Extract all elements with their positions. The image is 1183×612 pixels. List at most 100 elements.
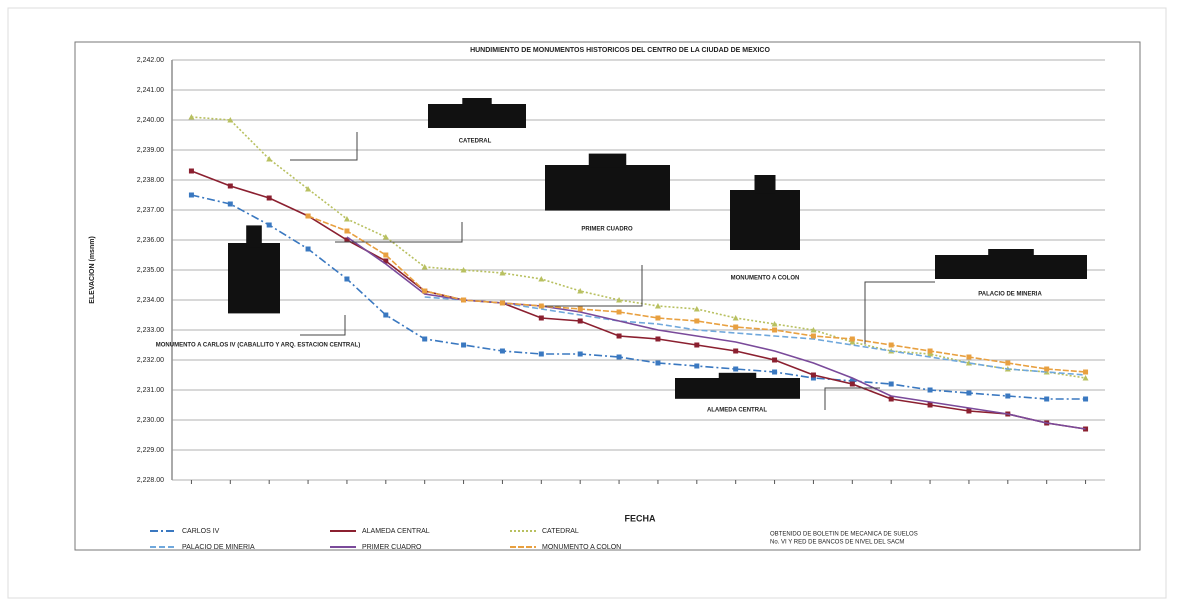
point	[810, 372, 816, 378]
x-axis-label: FECHA	[625, 513, 656, 523]
point	[383, 252, 389, 258]
point	[188, 192, 194, 198]
y-axis-label: ELEVACION (msnm)	[89, 236, 96, 304]
legend-label: CARLOS IV	[182, 528, 220, 535]
point	[655, 336, 661, 342]
point	[305, 246, 311, 252]
point	[966, 408, 972, 414]
point	[538, 351, 544, 357]
point	[538, 276, 545, 282]
point	[966, 354, 972, 360]
landmark-silhouette	[935, 255, 1087, 279]
point	[771, 321, 778, 327]
point	[499, 348, 505, 354]
point	[421, 264, 428, 270]
y-tick-label: 2,240.00	[137, 117, 164, 124]
landmark-silhouette	[462, 98, 492, 106]
point	[616, 297, 623, 303]
point	[1044, 396, 1050, 402]
point	[305, 213, 311, 219]
annotation: PALACIO DE MINERIA	[978, 292, 1042, 298]
point	[888, 381, 894, 387]
point	[344, 276, 350, 282]
point	[227, 183, 233, 189]
y-tick-label: 2,229.00	[137, 447, 164, 454]
point	[499, 300, 505, 306]
point	[694, 318, 700, 324]
point	[810, 375, 816, 381]
landmark-silhouette	[675, 378, 800, 399]
y-tick-label: 2,228.00	[137, 477, 164, 484]
legend-label: MONUMENTO A COLON	[542, 544, 621, 551]
landmark-silhouette	[545, 165, 670, 211]
annotation: MONUMENTO A CARLOS IV (CABALLITO Y ARQ. …	[156, 343, 360, 349]
chart-title: HUNDIMIENTO DE MONUMENTOS HISTORICOS DEL…	[470, 47, 770, 54]
annotation: ALAMEDA CENTRAL	[707, 408, 767, 414]
point	[694, 342, 700, 348]
y-tick-label: 2,238.00	[137, 177, 164, 184]
point	[655, 360, 661, 366]
point	[965, 360, 972, 366]
point	[772, 369, 778, 375]
legend-label: CATEDRAL	[542, 528, 579, 535]
point	[693, 306, 700, 312]
point	[577, 318, 583, 324]
point	[343, 216, 350, 222]
landmark-silhouette	[718, 372, 757, 380]
point	[927, 387, 933, 393]
series-line	[424, 296, 1086, 376]
point	[1005, 393, 1011, 399]
series-line	[191, 170, 1086, 430]
source-note: No. VI Y RED DE BANCOS DE NIVEL DEL SACM	[770, 540, 904, 546]
landmark-silhouette	[588, 153, 627, 168]
point	[732, 315, 739, 321]
point	[849, 381, 855, 387]
point	[422, 336, 428, 342]
point	[382, 234, 389, 240]
point	[188, 114, 195, 120]
point	[654, 303, 661, 309]
y-tick-label: 2,235.00	[137, 267, 164, 274]
callout-line	[824, 387, 880, 410]
landmark-silhouette	[730, 190, 800, 250]
point	[810, 333, 816, 339]
y-tick-label: 2,231.00	[137, 387, 164, 394]
point	[888, 396, 894, 402]
y-tick-label: 2,241.00	[137, 87, 164, 94]
point	[227, 117, 234, 123]
point	[810, 327, 817, 333]
point	[538, 315, 544, 321]
point	[499, 270, 506, 276]
point	[927, 351, 934, 357]
point	[188, 168, 194, 174]
annotation: MONUMENTO A COLON	[731, 276, 800, 282]
y-tick-label: 2,237.00	[137, 207, 164, 214]
landmark-silhouette	[228, 243, 280, 314]
series-line	[191, 194, 1086, 400]
point	[1083, 369, 1089, 375]
legend-label: PALACIO DE MINERIA	[182, 544, 255, 551]
point	[1005, 360, 1011, 366]
point	[461, 297, 467, 303]
callout-line	[864, 281, 935, 344]
y-tick-label: 2,233.00	[137, 327, 164, 334]
point	[733, 366, 739, 372]
landmark-silhouette	[246, 225, 262, 248]
point	[422, 288, 428, 294]
callout-line	[290, 132, 358, 161]
point	[266, 195, 272, 201]
point	[733, 348, 739, 354]
point	[577, 288, 584, 294]
point	[849, 336, 855, 342]
y-tick-label: 2,234.00	[137, 297, 164, 304]
y-tick-label: 2,232.00	[137, 357, 164, 364]
point	[577, 351, 583, 357]
y-tick-label: 2,242.00	[137, 57, 164, 64]
point	[927, 348, 933, 354]
point	[694, 363, 700, 369]
point	[772, 357, 778, 363]
point	[772, 327, 778, 333]
y-tick-label: 2,239.00	[137, 147, 164, 154]
